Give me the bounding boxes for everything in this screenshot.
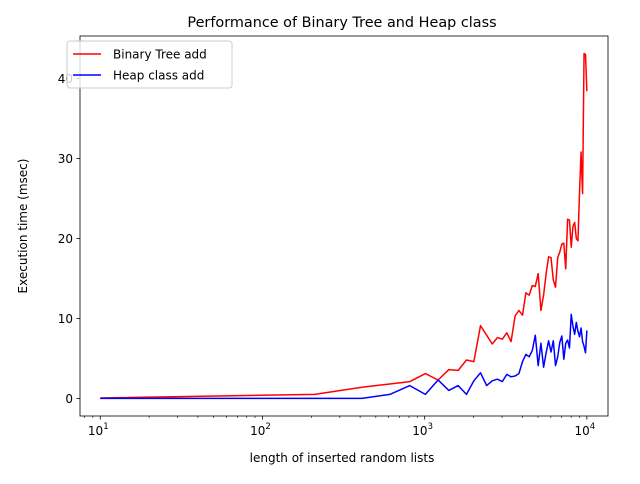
legend-label-0: Binary Tree add	[113, 48, 207, 62]
x-tick-label: 103	[412, 422, 433, 438]
legend-label-1: Heap class add	[113, 69, 204, 83]
chart-title: Performance of Binary Tree and Heap clas…	[187, 15, 496, 31]
legend: Binary Tree add Heap class add	[66, 40, 233, 89]
x-axis-label: length of inserted random lists	[250, 451, 435, 465]
plot-area	[100, 52, 588, 400]
axes-frame	[79, 35, 609, 417]
y-tick-label: 30	[58, 152, 73, 166]
x-tick-label: 102	[250, 422, 271, 438]
series-line-1	[100, 313, 588, 400]
y-axis-label: Execution time (msec)	[16, 159, 30, 294]
series-line-0	[100, 52, 588, 399]
y-tick-label: 0	[65, 392, 73, 406]
x-tick-label: 101	[88, 422, 109, 438]
x-tick-label: 104	[575, 422, 596, 438]
y-tick-label: 20	[58, 232, 73, 246]
y-tick-label: 10	[58, 312, 73, 326]
legend-box	[66, 40, 233, 89]
